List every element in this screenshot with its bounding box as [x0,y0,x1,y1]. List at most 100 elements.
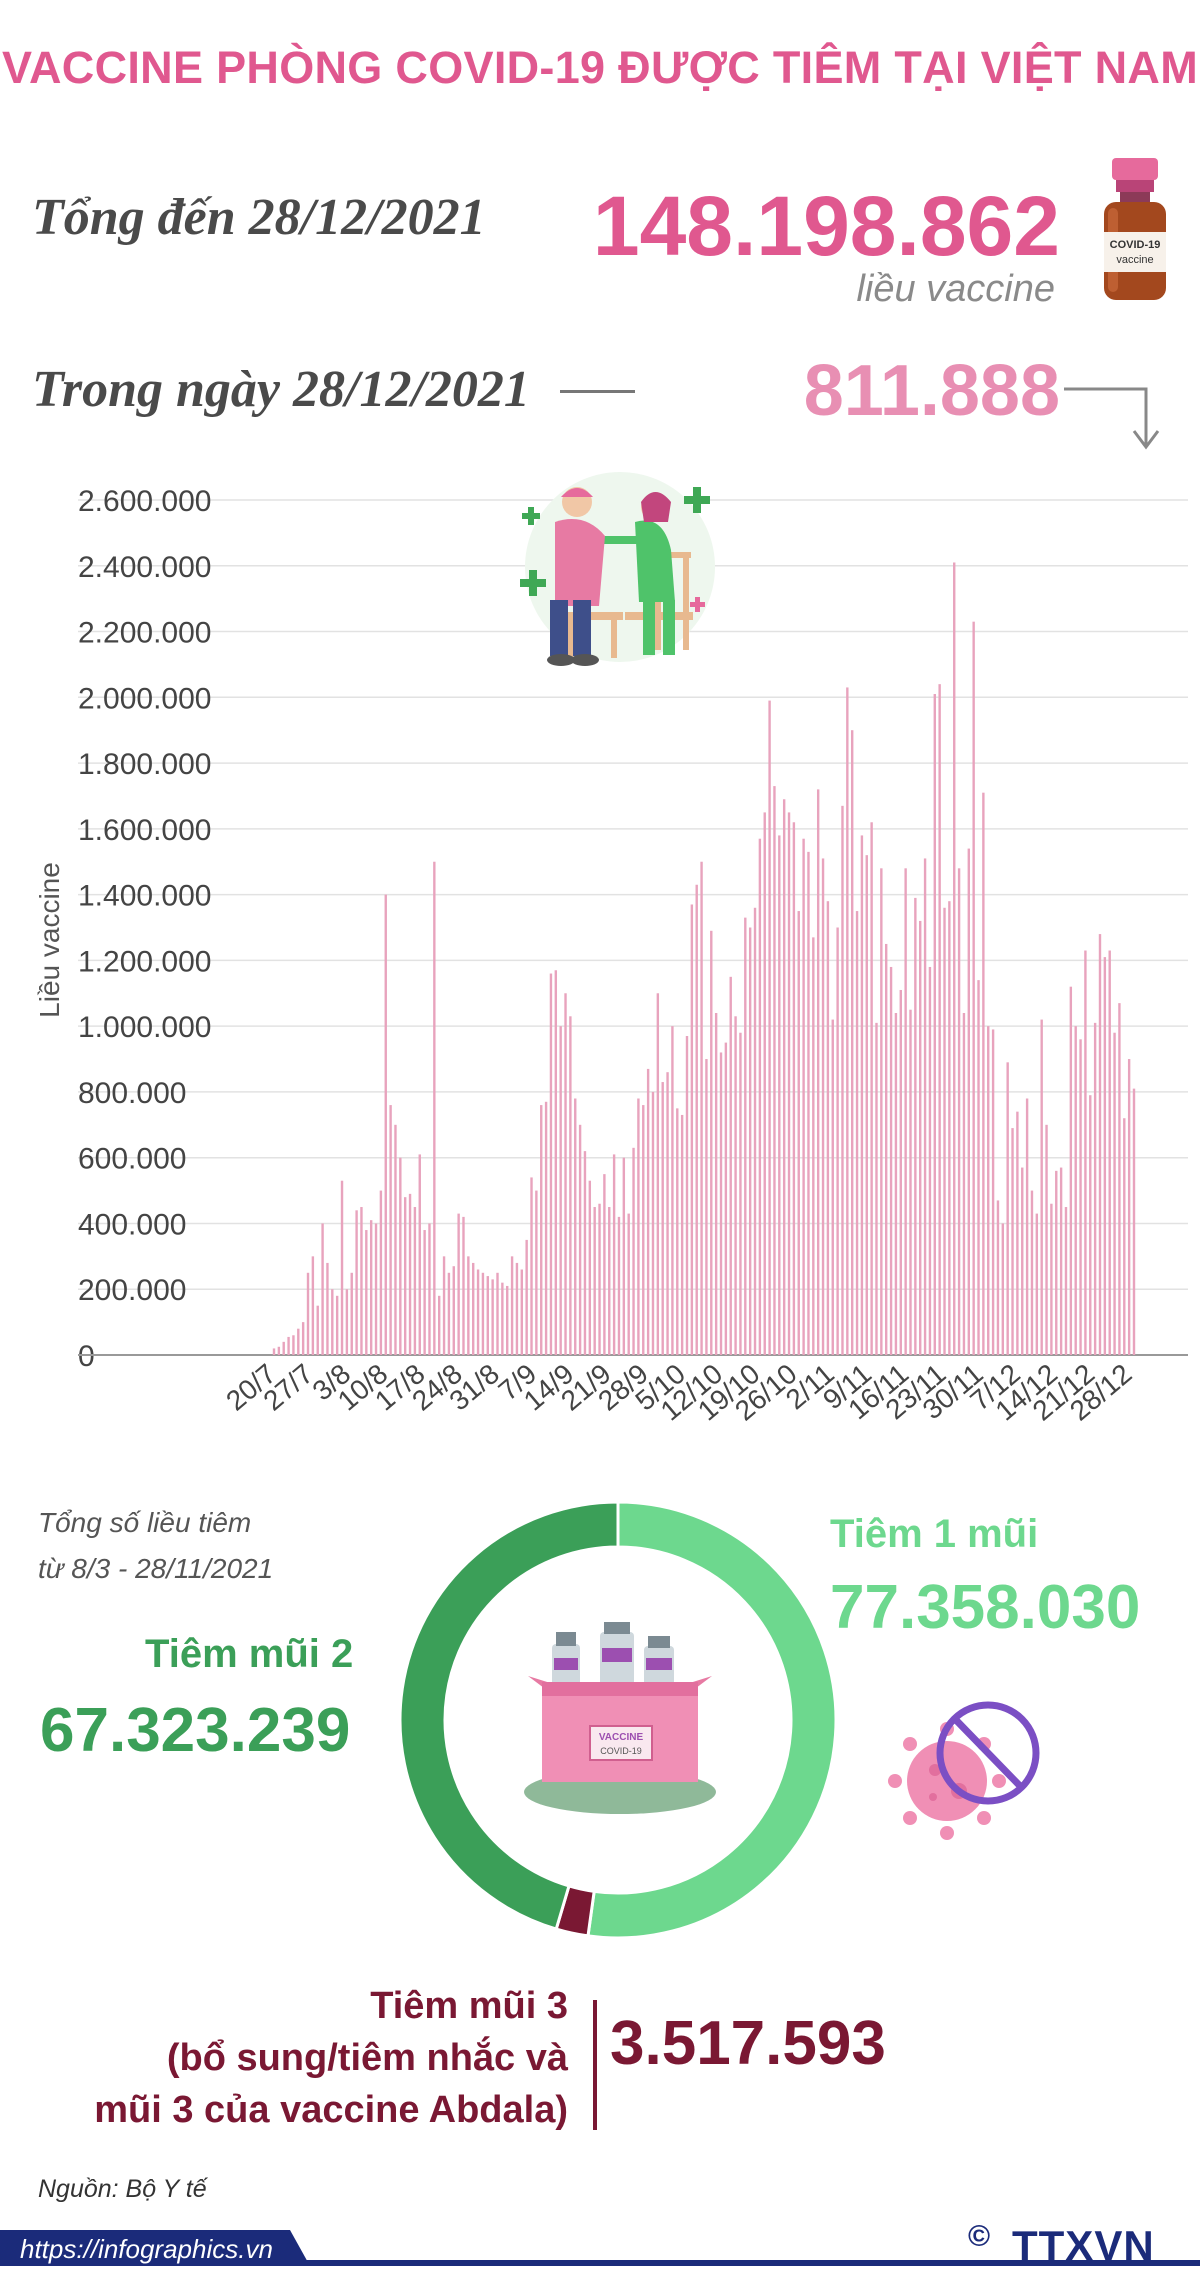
bar [987,1026,990,1355]
bar [923,858,927,1355]
bar [374,1223,378,1355]
bar [442,1256,446,1355]
bar [292,1335,295,1355]
bar [787,812,791,1355]
bar [753,907,757,1355]
total-value: 148.198.862 [592,179,1060,273]
bar [559,1026,562,1355]
bar [865,855,868,1355]
bar [301,1322,305,1355]
bar [850,730,854,1355]
bar [282,1341,285,1355]
bar [627,1213,630,1355]
bar [355,1210,358,1355]
bar [554,970,558,1355]
bar [403,1197,407,1355]
bar [782,799,786,1355]
bar [335,1295,339,1355]
y-tick-label: 1.200.000 [78,945,211,978]
bar [544,1101,548,1355]
bar [894,1013,898,1355]
y-tick-label: 2.000.000 [78,682,211,715]
bar [977,980,980,1355]
bar [1113,1032,1116,1355]
daily-doses-chart: 0 200.000 400.000 600.000 800.000 1.000.000 1.… [78,485,1188,1427]
donut-note: Tổng số liều tiêm từ 8/3 - 28/11/2021 [38,1500,273,1592]
bar [525,1239,528,1355]
bar [899,989,902,1355]
bar [933,694,936,1355]
bar [1001,1223,1005,1355]
bar [481,1272,485,1355]
bar [831,1019,834,1355]
bar [714,1013,718,1355]
bar [758,838,762,1355]
bar [437,1295,441,1355]
bar [574,1098,577,1355]
bar [666,1072,669,1355]
bar [535,1190,538,1355]
y-tick-label: 0 [78,1340,95,1373]
bar [1098,934,1102,1355]
bar [369,1220,373,1355]
daily-label: Trong ngày 28/12/2021 [32,361,530,418]
bar [272,1348,276,1355]
bar [962,1013,966,1355]
bar [311,1256,315,1355]
dose1-slice [586,1502,836,1938]
copyright-mark: © [968,2220,991,2253]
dose2-value: 67.323.239 [40,1696,351,1765]
dose3-divider [593,2000,597,2130]
bar [287,1336,290,1355]
bar [996,1200,1000,1355]
bar [1045,1124,1048,1355]
daily-value: 811.888 [803,351,1060,431]
bar [821,858,825,1355]
bar [297,1328,300,1355]
vaccine-vial-icon: COVID-19 vaccine [1104,158,1166,300]
bar [889,966,893,1355]
bar [778,835,781,1355]
bar [345,1289,349,1355]
bar [748,927,752,1355]
bar [433,861,436,1355]
bar [350,1272,353,1355]
bar [476,1269,480,1355]
bar [1084,950,1087,1355]
footer-url[interactable]: https://infographics.vn [20,2234,273,2264]
crossed-virus-icon [888,1701,1040,1840]
bar [904,868,907,1355]
bar [365,1230,368,1355]
bar [549,973,553,1355]
footer-band [0,2230,1200,2266]
bar [340,1180,344,1355]
down-arrow-icon [1064,387,1160,450]
bar [423,1230,426,1355]
bar [880,868,883,1355]
y-tick-label: 400.000 [78,1208,186,1241]
vaccine-box-illustration: VACCINE COVID-19 [524,1622,716,1814]
bar [676,1108,679,1355]
bar [860,835,864,1355]
box-label-1: VACCINE [599,1732,644,1743]
bar [1069,986,1073,1355]
bar [510,1256,514,1355]
bar [875,1022,878,1355]
bar [1064,1207,1068,1355]
bar [428,1223,431,1355]
bar [914,897,917,1355]
bar [564,993,567,1355]
bar [953,562,956,1355]
bar [491,1279,494,1355]
dose3-label-line3: mũi 3 của vaccine Abdala) [94,2089,568,2131]
bar [957,868,961,1355]
bar [399,1157,402,1355]
bar [797,911,800,1355]
page-title: VACCINE PHÒNG COVID-19 ĐƯỢC TIÊM TẠI VIỆ… [2,42,1198,93]
bar [457,1213,460,1355]
bar [1016,1111,1019,1355]
bar [680,1114,684,1355]
daily-connector [560,390,635,393]
bar [1123,1118,1126,1355]
bar [413,1207,417,1355]
